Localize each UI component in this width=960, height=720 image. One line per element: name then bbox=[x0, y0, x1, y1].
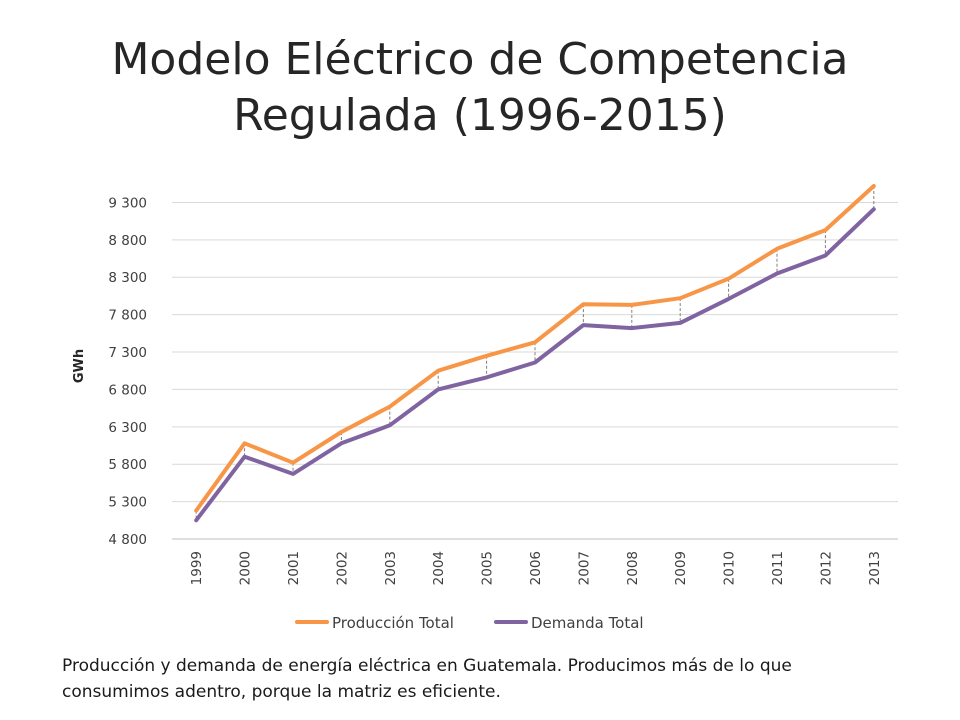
slide-caption: Producción y demanda de energía eléctric… bbox=[62, 653, 922, 705]
caption-line-2: consumimos adentro, porque la matriz es … bbox=[62, 682, 501, 702]
x-tick-label: 2003 bbox=[383, 551, 399, 585]
y-axis-title: GWh bbox=[72, 349, 87, 383]
x-tick-label: 2013 bbox=[867, 551, 883, 585]
slide-title: Modelo Eléctrico de Competencia Regulada… bbox=[0, 32, 960, 144]
slide-title-line-2: Regulada (1996-2015) bbox=[233, 90, 727, 141]
y-tick-label: 6 300 bbox=[108, 420, 147, 436]
legend-label-produccion: Producción Total bbox=[332, 614, 454, 632]
slide-title-line-1: Modelo Eléctrico de Competencia bbox=[111, 34, 849, 85]
x-tick-label: 2002 bbox=[334, 551, 350, 585]
x-axis-ticks: 1999 2000 2001 2002 2003 2004 2005 2006 2007 2008… bbox=[189, 551, 883, 585]
series-lines bbox=[194, 184, 876, 523]
x-tick-label: 2006 bbox=[528, 551, 544, 585]
legend-label-demanda: Demanda Total bbox=[531, 614, 644, 632]
y-tick-label: 6 800 bbox=[108, 382, 147, 398]
y-tick-label: 8 800 bbox=[108, 233, 147, 249]
series-line-demanda bbox=[194, 207, 876, 523]
y-tick-label: 5 300 bbox=[108, 495, 147, 511]
series-line-produccion bbox=[194, 184, 876, 513]
y-tick-label: 9 300 bbox=[108, 195, 147, 211]
x-tick-label: 2000 bbox=[238, 551, 254, 585]
gridlines bbox=[172, 201, 898, 540]
x-tick-label: 2004 bbox=[431, 551, 447, 585]
x-tick-label: 2010 bbox=[722, 551, 738, 585]
caption-line-1: Producción y demanda de energía eléctric… bbox=[62, 656, 792, 676]
y-tick-label: 8 300 bbox=[108, 270, 147, 286]
y-tick-label: 7 300 bbox=[108, 345, 147, 361]
x-tick-label: 2012 bbox=[818, 551, 834, 585]
x-tick-label: 1999 bbox=[189, 551, 205, 585]
legend: Producción Total Demanda Total bbox=[295, 614, 644, 632]
x-tick-label: 2009 bbox=[673, 551, 689, 585]
y-tick-label: 4 800 bbox=[108, 532, 147, 548]
x-tick-label: 2001 bbox=[286, 551, 302, 585]
x-tick-label: 2007 bbox=[576, 551, 592, 585]
y-tick-label: 5 800 bbox=[108, 457, 147, 473]
x-tick-label: 2008 bbox=[625, 551, 641, 585]
y-tick-label: 7 800 bbox=[108, 308, 147, 324]
x-tick-label: 2011 bbox=[770, 551, 786, 585]
y-axis-ticks: 4 800 5 300 5 800 6 300 6 800 7 300 7 800 8 300… bbox=[108, 195, 147, 548]
x-tick-label: 2005 bbox=[480, 551, 496, 585]
